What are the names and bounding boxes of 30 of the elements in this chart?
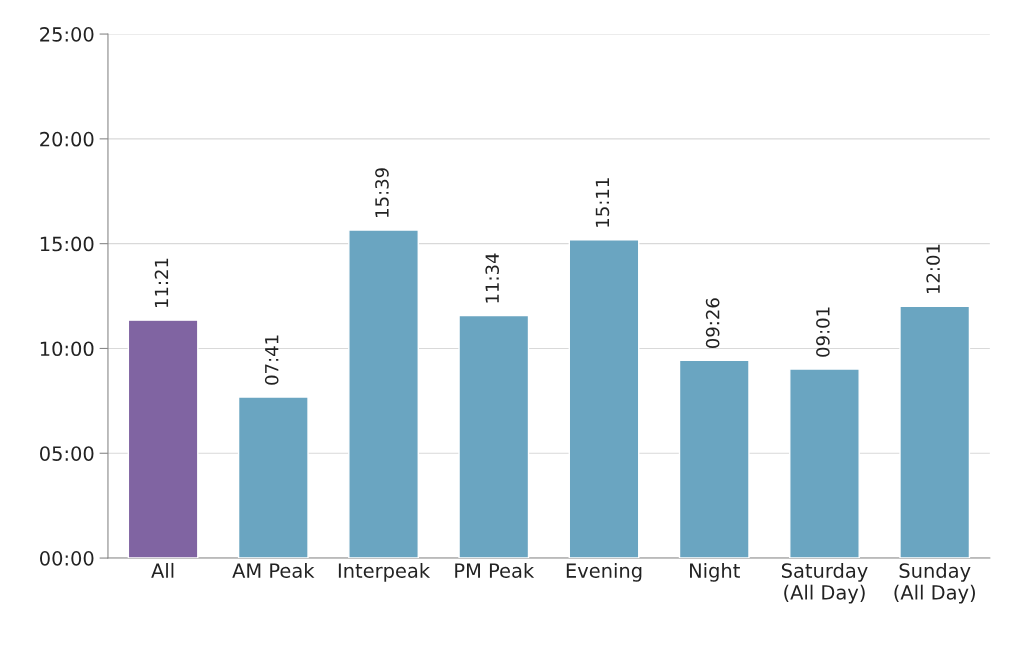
y-tick-label: 25:00: [40, 27, 94, 42]
x-tick-label: Saturday (All Day): [781, 562, 868, 604]
bar: [348, 229, 419, 559]
data-label: 12:01: [926, 244, 940, 294]
data-label: 11:34: [485, 253, 500, 303]
y-tick-label: 05:00: [40, 446, 94, 461]
data-label: 07:41: [264, 335, 279, 385]
y-tick-label: 10:00: [40, 341, 94, 357]
bar: [899, 305, 971, 559]
bar: [237, 396, 309, 559]
x-tick-label: PM Peak: [455, 562, 535, 578]
x-tick-label: Sunday (All Day): [894, 562, 975, 604]
data-label: 15:11: [595, 178, 610, 227]
x-tick-label: All: [151, 562, 174, 578]
data-label: 15:39: [375, 168, 389, 217]
bar: [678, 359, 750, 559]
y-tick-label: 20:00: [40, 131, 94, 147]
bar: [127, 319, 199, 559]
bar: [789, 368, 860, 559]
bar: [458, 314, 530, 559]
bar: [568, 239, 640, 559]
data-label: 11:21: [154, 258, 169, 308]
data-label: 09:26: [705, 298, 720, 349]
x-tick-label: Evening: [566, 562, 642, 582]
x-tick-label: Night: [690, 562, 740, 582]
x-tick-label: Interpeak: [338, 562, 431, 582]
y-tick-label: 00:00: [40, 551, 94, 566]
data-label: 09:01: [816, 307, 830, 357]
x-tick-label: AM Peak: [232, 562, 315, 578]
y-tick-label: 15:00: [40, 236, 94, 252]
